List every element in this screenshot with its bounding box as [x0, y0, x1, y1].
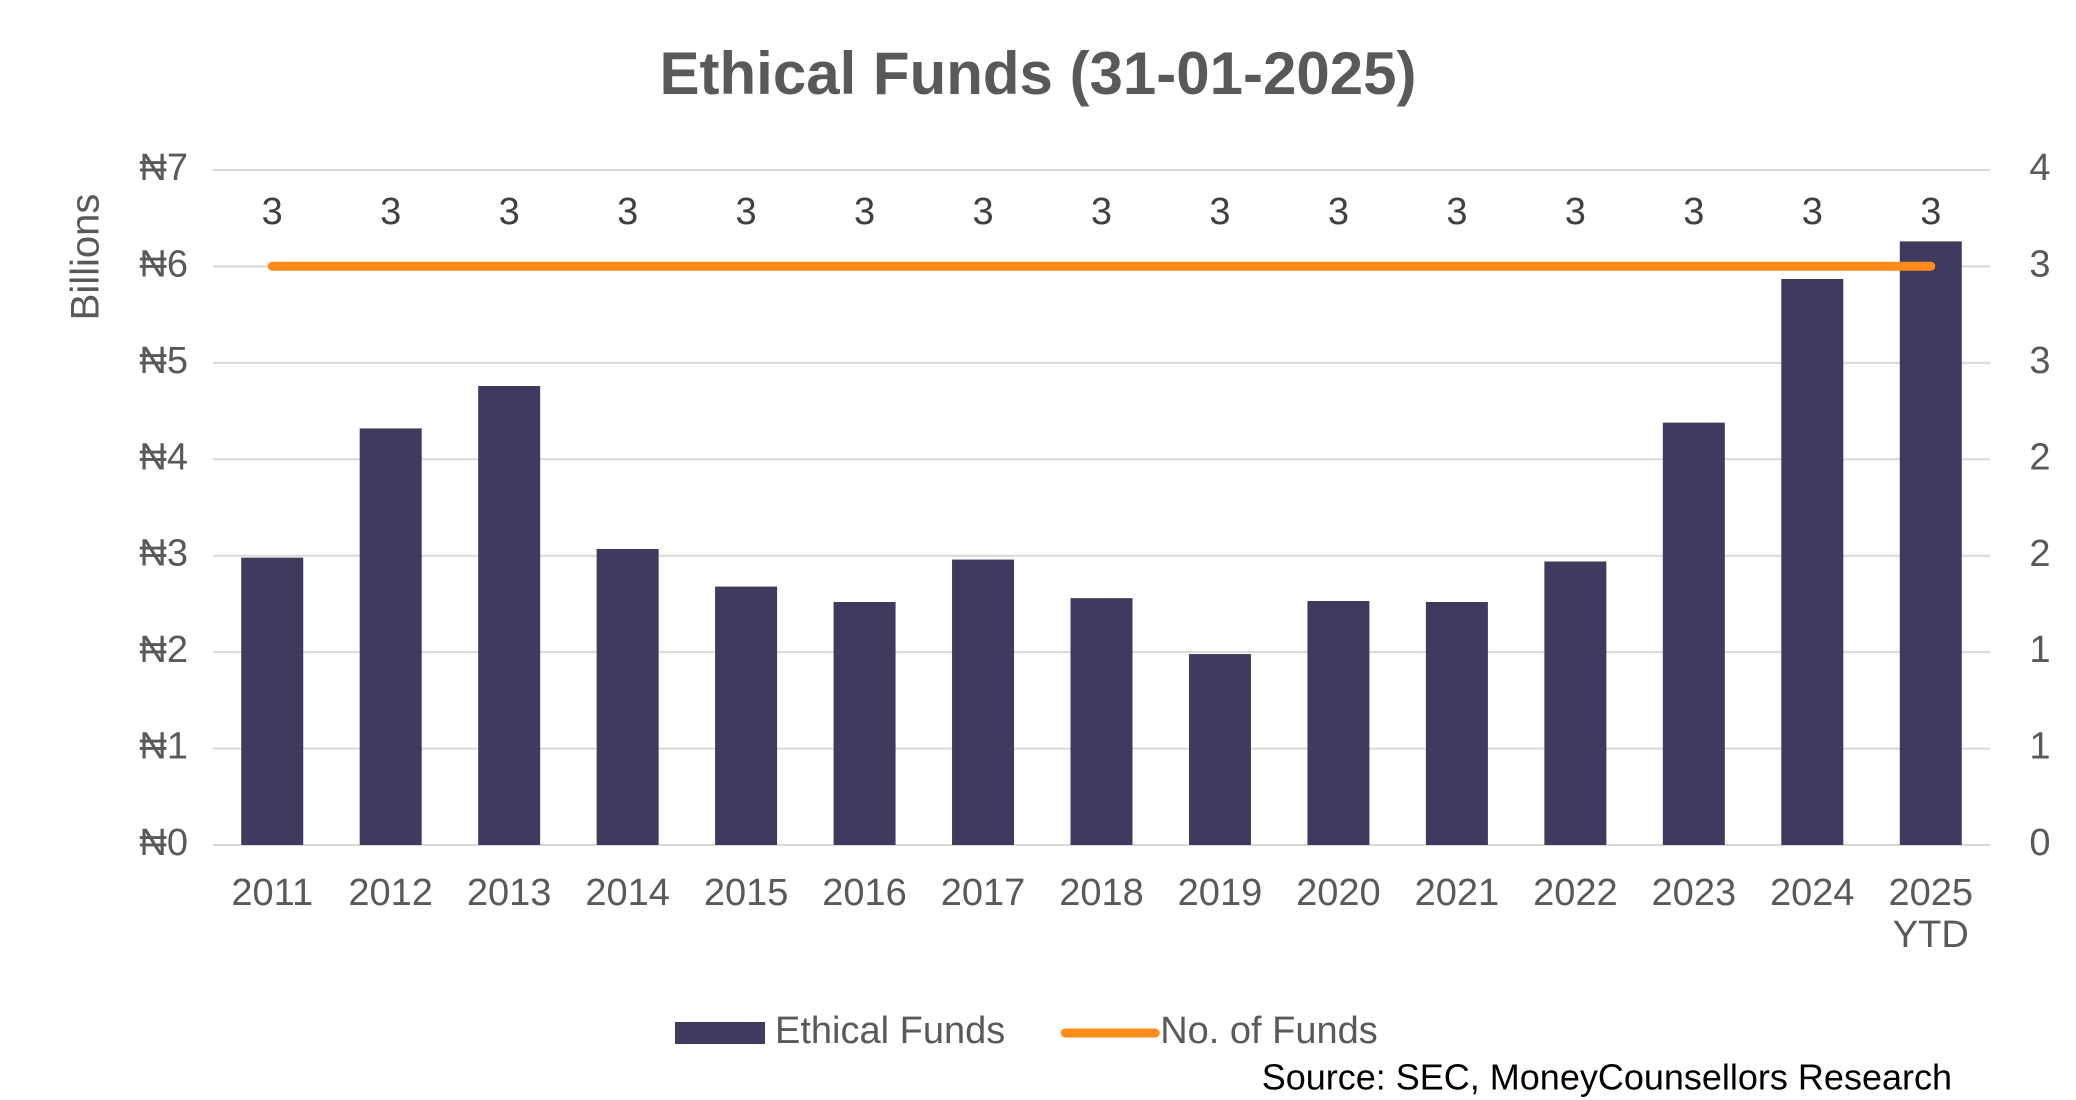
data-label: 3	[262, 191, 283, 233]
y2-tick-label: 4	[2029, 147, 2050, 189]
y2-tick-label: 0	[2029, 822, 2050, 864]
bar	[833, 602, 896, 845]
bar	[1425, 602, 1488, 845]
bar	[1188, 654, 1251, 845]
y-tick-label: ₦5	[139, 340, 188, 382]
x-tick-label: 2017	[940, 872, 1026, 914]
source-note: Source: SEC, MoneyCounsellors Research	[1262, 1057, 1952, 1098]
data-label: 3	[1920, 191, 1941, 233]
y2-tick-label: 3	[2029, 243, 2050, 285]
x-tick-label-box: 2020	[1296, 872, 1381, 914]
x-tick-label-box: 2019	[1177, 872, 1263, 914]
y-tick-label: ₦0	[139, 822, 188, 864]
x-tick-label-box: 2023	[1651, 872, 1737, 914]
legend-label: No. of Funds	[1160, 1010, 1378, 1052]
x-tick-label: 2018	[1059, 872, 1144, 914]
x-tick-label-box: 2015	[703, 872, 789, 914]
x-tick-label: 2021	[1414, 872, 1500, 914]
legend-label: Ethical Funds	[775, 1010, 1005, 1052]
bar	[478, 386, 541, 845]
y2-tick-label: 2	[2029, 533, 2050, 575]
y2-tick-label: 2	[2029, 436, 2050, 478]
bar	[1899, 241, 1962, 845]
bar	[1662, 422, 1725, 845]
x-tick-label: 2025 YTD	[1888, 872, 1974, 956]
y-tick-label: ₦3	[139, 533, 188, 575]
x-tick-label-box: 2018	[1059, 872, 1144, 914]
y-tick-label: ₦1	[139, 726, 188, 768]
data-label: 3	[1209, 191, 1230, 233]
x-tick-label-box: 2016	[822, 872, 907, 914]
legend-swatch	[675, 1022, 765, 1044]
x-tick-label-box: 2025 YTD	[1888, 872, 1974, 956]
x-tick-label: 2024	[1770, 872, 1855, 914]
x-tick-label-box: 2017	[940, 872, 1026, 914]
bar	[359, 428, 422, 845]
bar	[596, 548, 659, 845]
x-tick-label-box: 2012	[348, 872, 433, 914]
x-tick-label: 2014	[585, 872, 670, 914]
y2-tick-label: 3	[2029, 340, 2050, 382]
data-label: 3	[1683, 191, 1704, 233]
y-tick-label: ₦2	[139, 629, 188, 671]
x-tick-label-box: 2013	[466, 872, 552, 914]
y-tick-label: ₦4	[139, 436, 188, 478]
data-label: 3	[1091, 191, 1112, 233]
chart-title: Ethical Funds (31-01-2025)	[660, 40, 1417, 107]
bar	[952, 559, 1015, 845]
x-tick-label: 2012	[348, 872, 433, 914]
data-label: 3	[736, 191, 757, 233]
bar	[715, 586, 778, 845]
bar	[1307, 601, 1370, 845]
x-tick-label: 2016	[822, 872, 907, 914]
data-label: 3	[499, 191, 520, 233]
x-tick-label: 2023	[1651, 872, 1737, 914]
bar	[241, 557, 304, 845]
data-label: 3	[1565, 191, 1586, 233]
x-tick-label: 2022	[1533, 872, 1618, 914]
x-tick-label-box: 2011	[231, 872, 314, 914]
data-label: 3	[972, 191, 993, 233]
x-tick-label: 2019	[1177, 872, 1263, 914]
data-label: 3	[1328, 191, 1349, 233]
bar	[1781, 278, 1844, 845]
data-label: 3	[1802, 191, 1823, 233]
y2-tick-label: 1	[2029, 629, 2050, 671]
data-label: 3	[380, 191, 401, 233]
x-tick-label: 2013	[466, 872, 552, 914]
x-tick-label-box: 2014	[585, 872, 670, 914]
y2-tick-label: 1	[2029, 726, 2050, 768]
x-tick-label-box: 2022	[1533, 872, 1618, 914]
y-tick-label: ₦6	[139, 243, 188, 285]
x-tick-label-box: 2021	[1414, 872, 1500, 914]
x-tick-label: 2011	[231, 872, 314, 914]
x-tick-label: 2020	[1296, 872, 1381, 914]
data-label: 3	[854, 191, 875, 233]
y-axis-label: Billions	[64, 194, 108, 321]
bar	[1070, 598, 1133, 845]
x-tick-label-box: 2024	[1770, 872, 1855, 914]
x-tick-label: 2015	[703, 872, 789, 914]
data-label: 3	[1446, 191, 1467, 233]
y-tick-label: ₦7	[139, 147, 188, 189]
data-label: 3	[617, 191, 638, 233]
bar	[1544, 561, 1607, 845]
